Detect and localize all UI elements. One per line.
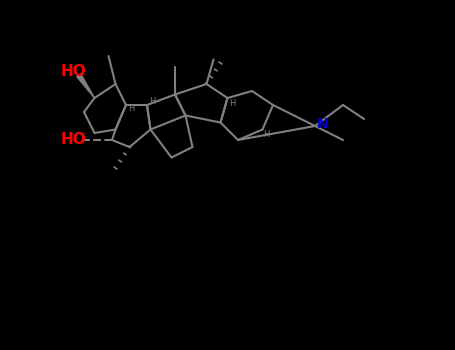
Text: H: H: [229, 99, 236, 108]
Text: HO: HO: [60, 64, 86, 79]
Text: N: N: [317, 117, 329, 131]
Text: HO: HO: [60, 133, 86, 147]
Text: H: H: [149, 97, 155, 106]
Text: H: H: [263, 130, 270, 139]
Polygon shape: [77, 74, 95, 98]
Text: H: H: [128, 104, 134, 113]
